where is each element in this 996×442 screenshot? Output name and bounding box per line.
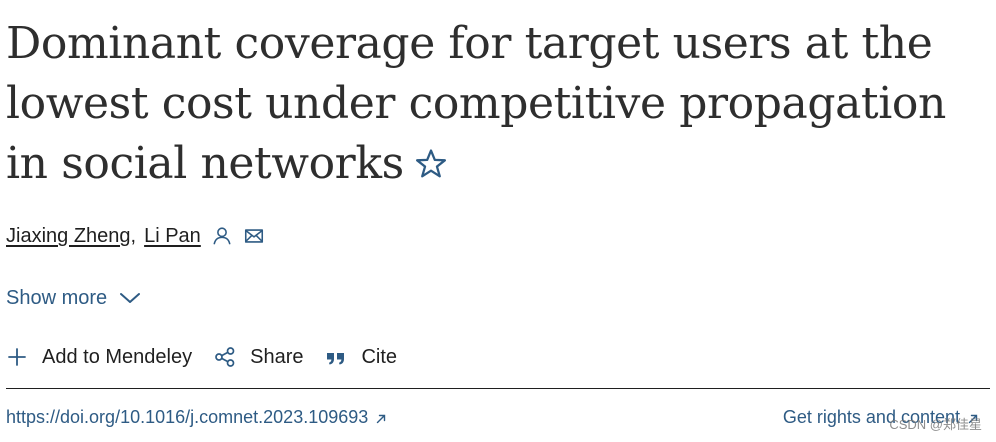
article-title-text: Dominant coverage for target users at th… [6,18,946,189]
external-arrow-icon [377,414,386,424]
plus-icon [8,348,26,366]
article-actions: Add to Mendeley Share Cite [6,343,419,371]
share-label: Share [250,346,304,368]
get-rights-label: Get rights and content [782,407,960,427]
show-more-label: Show more [6,287,108,309]
envelope-icon[interactable] [243,225,265,247]
show-more-toggle[interactable]: Show more [6,284,141,312]
add-to-mendeley-label: Add to Mendeley [42,346,193,368]
author-list: Jiaxing Zheng , Li Pan [6,222,265,250]
quote-icon [327,353,345,365]
author-link[interactable]: Li Pan [144,225,201,247]
get-rights-link[interactable]: Get rights and content [783,404,978,430]
watermark-text: CSDN @郑佳星 [889,417,982,432]
share-button[interactable]: Share [214,343,303,371]
section-divider [6,388,990,389]
external-arrow-icon [968,414,978,424]
doi-link[interactable]: https://doi.org/10.1016/j.comnet.2023.10… [6,404,386,430]
chevron-down-icon [120,293,141,303]
cite-button[interactable]: Cite [325,343,397,371]
share-icon [215,347,235,367]
author-separator: , [130,225,137,247]
add-to-mendeley-button[interactable]: Add to Mendeley [6,343,192,371]
doi-text: https://doi.org/10.1016/j.comnet.2023.10… [6,407,369,427]
star-outline-icon[interactable] [414,147,448,181]
author-link[interactable]: Jiaxing Zheng [6,225,131,247]
cite-label: Cite [361,346,398,368]
article-title: Dominant coverage for target users at th… [6,14,986,194]
person-icon[interactable] [211,225,233,247]
